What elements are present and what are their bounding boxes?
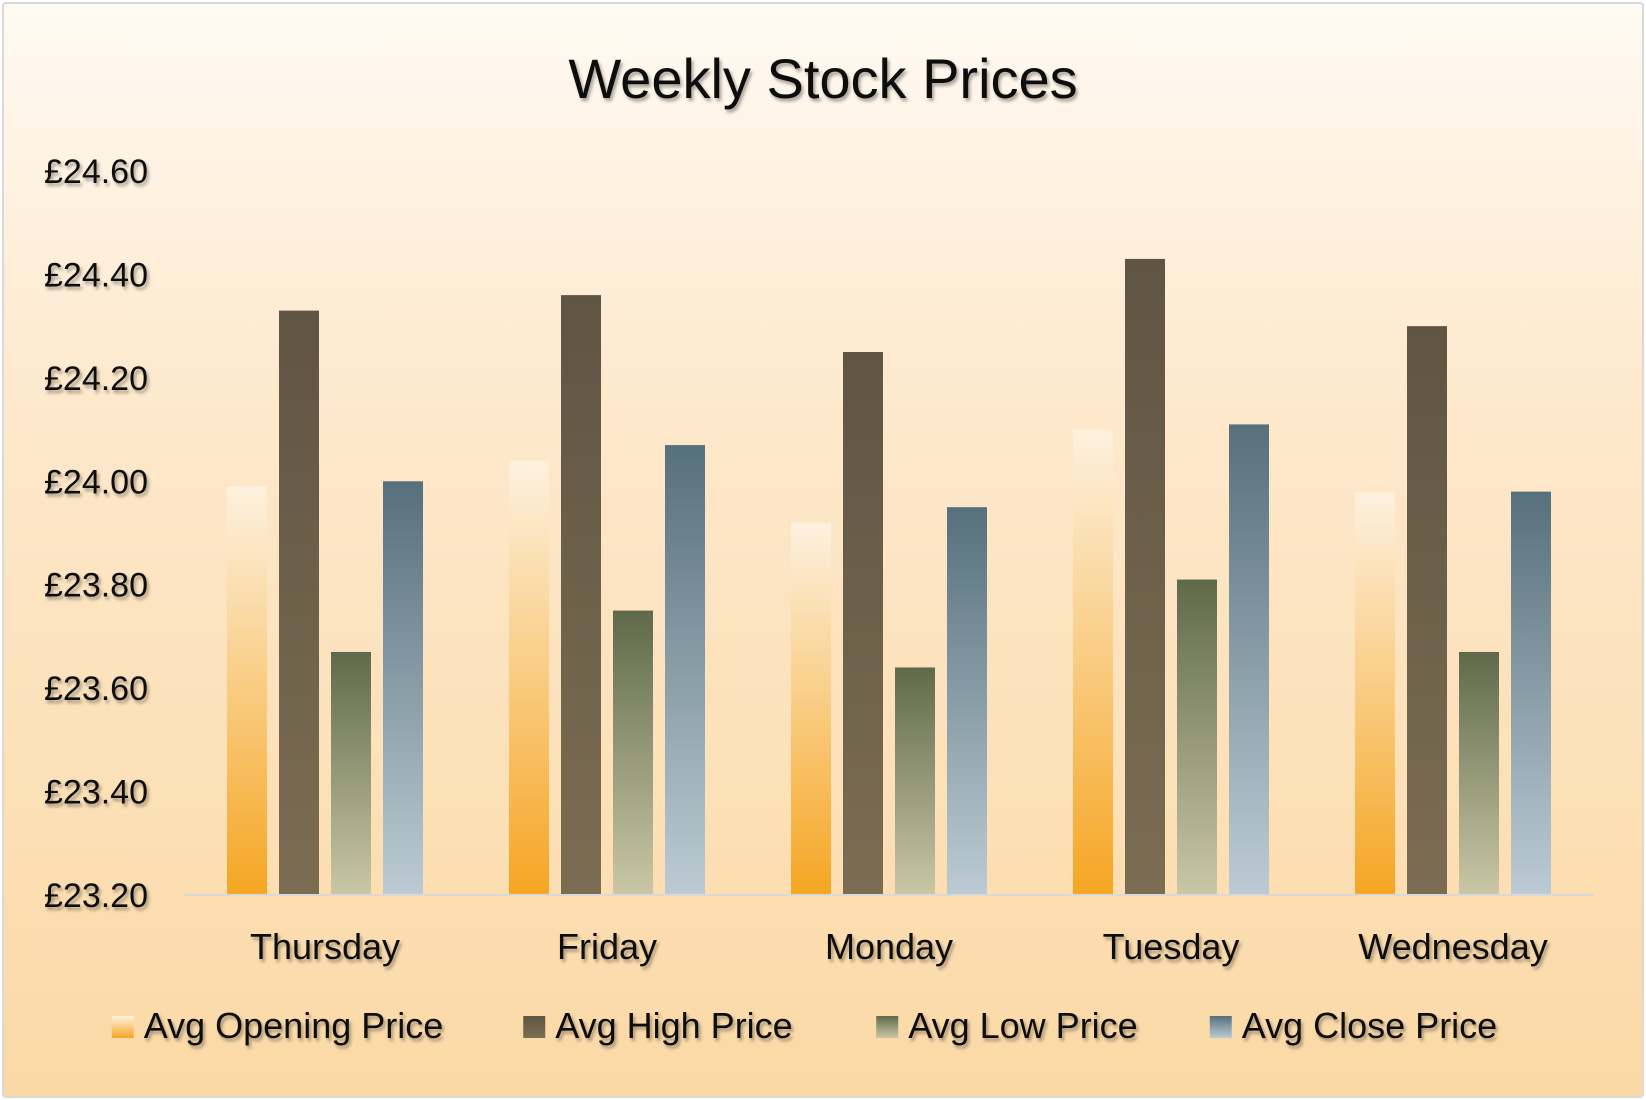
bar-avg-high-price-thursday (279, 310, 319, 896)
x-tick-label: Monday (825, 926, 953, 967)
legend-label: Avg High Price (555, 1005, 792, 1046)
y-tick-label: £23.20 (44, 877, 148, 915)
bar-avg-opening-price-thursday (227, 486, 267, 895)
legend-item-avg-low-price: Avg Low Price (876, 1005, 1138, 1046)
legend-item-avg-close-price: Avg Close Price (1209, 1005, 1497, 1046)
y-tick-label: £24.20 (44, 360, 148, 398)
bar-avg-low-price-friday (613, 610, 653, 895)
bar-avg-opening-price-friday (509, 460, 549, 895)
bar-avg-high-price-tuesday (1125, 258, 1165, 895)
bars-layer (227, 258, 1551, 896)
legend-swatch (1209, 1016, 1232, 1038)
legend-item-avg-opening-price: Avg Opening Price (111, 1005, 444, 1046)
x-tick-label: Friday (557, 926, 657, 967)
chart-svg: Weekly Stock Prices £23.20£23.40£23.60£2… (44, 47, 1594, 1046)
y-axis-ticks: £23.20 £23.40 £23.60 £23.80 £24.00 £24.20 £24.… (44, 153, 148, 915)
bar-avg-low-price-thursday (331, 651, 371, 895)
bar-avg-close-price-tuesday (1229, 424, 1269, 895)
bar-avg-high-price-friday (561, 295, 601, 896)
bar-avg-low-price-tuesday (1177, 579, 1217, 895)
bar-avg-low-price-monday (895, 667, 935, 895)
y-tick-label: £24.40 (44, 256, 148, 294)
bar-avg-opening-price-tuesday (1073, 429, 1113, 895)
y-tick-label: £23.40 (44, 774, 148, 812)
legend-label: Avg Low Price (908, 1005, 1137, 1046)
legend-swatch (876, 1016, 899, 1038)
x-tick-label: Thursday (250, 926, 400, 967)
bar-avg-low-price-wednesday (1459, 651, 1499, 895)
legend-swatch (111, 1016, 134, 1038)
bar-avg-close-price-monday (947, 507, 987, 895)
legend-label: Avg Opening Price (144, 1005, 444, 1046)
legend-item-avg-high-price: Avg High Price (523, 1005, 793, 1046)
y-tick-label: £24.60 (44, 153, 148, 191)
y-tick-label: £23.80 (44, 567, 148, 605)
bar-avg-high-price-monday (843, 352, 883, 895)
y-tick-label: £24.00 (44, 463, 148, 501)
y-tick-label: £23.60 (44, 670, 148, 708)
x-axis-labels: Thursday Friday Monday Tuesday Wednesday (250, 926, 1548, 967)
x-tick-label: Tuesday (1103, 926, 1240, 967)
legend: Avg Opening Price Avg High Price Avg Low P… (111, 1005, 1497, 1046)
legend-label: Avg Close Price (1242, 1005, 1497, 1046)
bar-avg-opening-price-wednesday (1355, 491, 1395, 895)
bar-avg-opening-price-monday (791, 522, 831, 895)
legend-swatch (523, 1016, 546, 1038)
bar-avg-close-price-wednesday (1511, 491, 1551, 895)
x-tick-label: Wednesday (1358, 926, 1547, 967)
bar-avg-close-price-thursday (383, 481, 423, 895)
bar-avg-close-price-friday (665, 445, 705, 895)
chart-title: Weekly Stock Prices (568, 47, 1077, 110)
bar-avg-high-price-wednesday (1407, 326, 1447, 896)
